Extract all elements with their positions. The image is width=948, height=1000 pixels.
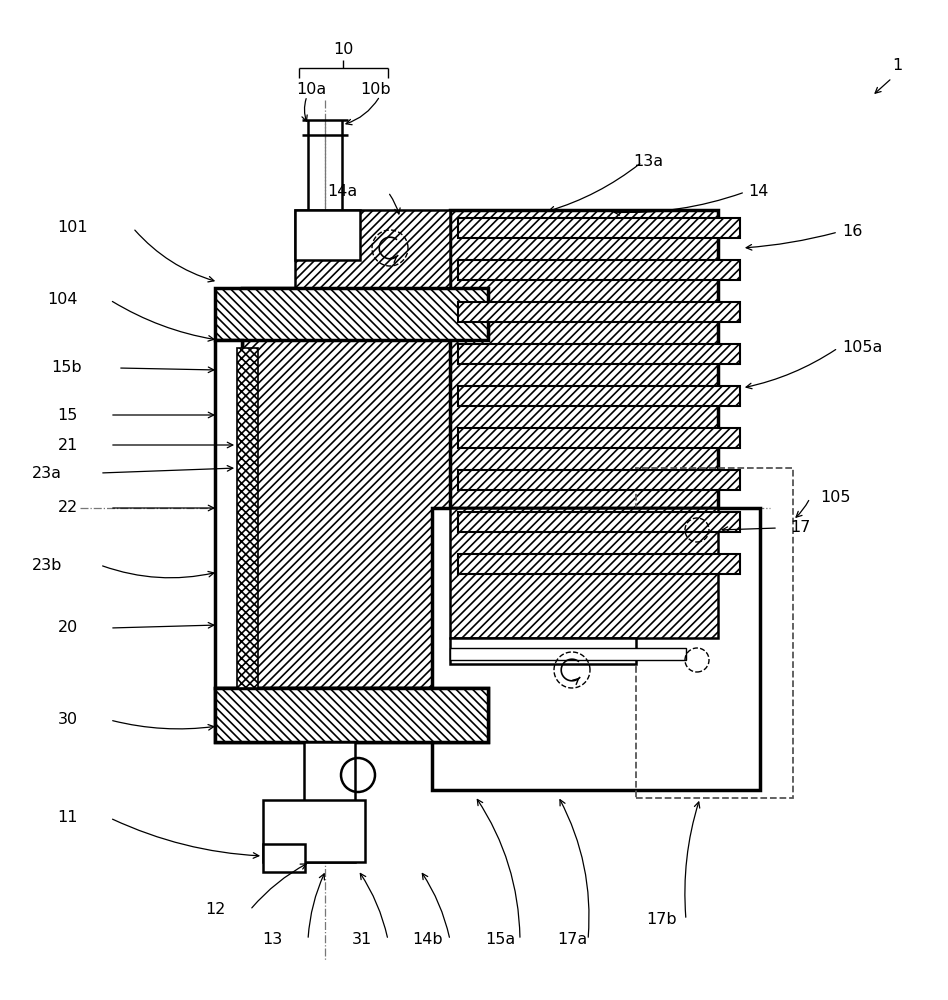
Text: 15: 15 — [58, 408, 78, 422]
Bar — [450, 638, 636, 664]
Bar — [450, 508, 718, 638]
Text: 13: 13 — [262, 932, 283, 948]
Bar — [215, 288, 488, 340]
Text: 104: 104 — [47, 292, 78, 308]
Text: 10b: 10b — [360, 83, 392, 98]
Bar — [215, 688, 488, 742]
Bar — [215, 340, 242, 688]
Text: 101: 101 — [58, 221, 88, 235]
Bar — [295, 210, 360, 260]
Text: 13a: 13a — [633, 154, 663, 169]
Bar — [242, 288, 488, 688]
Bar — [458, 344, 740, 364]
Bar — [458, 260, 740, 280]
Text: 14b: 14b — [412, 932, 444, 948]
Bar — [432, 508, 760, 790]
Text: 22: 22 — [58, 500, 78, 516]
Bar — [295, 210, 450, 290]
Bar — [304, 742, 355, 862]
Text: 10a: 10a — [296, 83, 326, 98]
Bar — [458, 512, 740, 532]
Text: 23a: 23a — [32, 466, 62, 481]
Text: 10: 10 — [333, 42, 354, 57]
Text: 21: 21 — [58, 438, 78, 452]
Text: 30: 30 — [58, 712, 78, 728]
Text: 105: 105 — [820, 490, 850, 506]
Text: 15b: 15b — [51, 360, 82, 375]
Text: 17b: 17b — [647, 912, 677, 928]
Text: 20: 20 — [58, 620, 78, 636]
Text: 17: 17 — [790, 520, 811, 536]
Bar — [458, 302, 740, 322]
Bar — [215, 688, 488, 742]
Bar — [458, 428, 740, 448]
Text: 16: 16 — [842, 225, 863, 239]
Bar — [450, 648, 686, 660]
Text: 14: 14 — [748, 184, 769, 200]
Text: 11: 11 — [58, 810, 78, 826]
Bar — [458, 554, 740, 574]
Text: 14a: 14a — [327, 184, 357, 200]
Bar — [458, 218, 740, 238]
Text: 23b: 23b — [31, 558, 62, 572]
Text: 105a: 105a — [842, 340, 883, 356]
Bar — [263, 844, 305, 872]
Bar — [458, 470, 740, 490]
Bar — [450, 210, 718, 508]
Bar — [263, 800, 365, 862]
Bar — [237, 348, 258, 688]
Text: 31: 31 — [352, 932, 373, 948]
Text: 12: 12 — [205, 902, 226, 918]
Text: 17a: 17a — [556, 932, 587, 948]
Bar — [636, 468, 793, 798]
Text: 1: 1 — [892, 57, 902, 73]
Bar — [458, 386, 740, 406]
Text: 15a: 15a — [484, 932, 515, 948]
